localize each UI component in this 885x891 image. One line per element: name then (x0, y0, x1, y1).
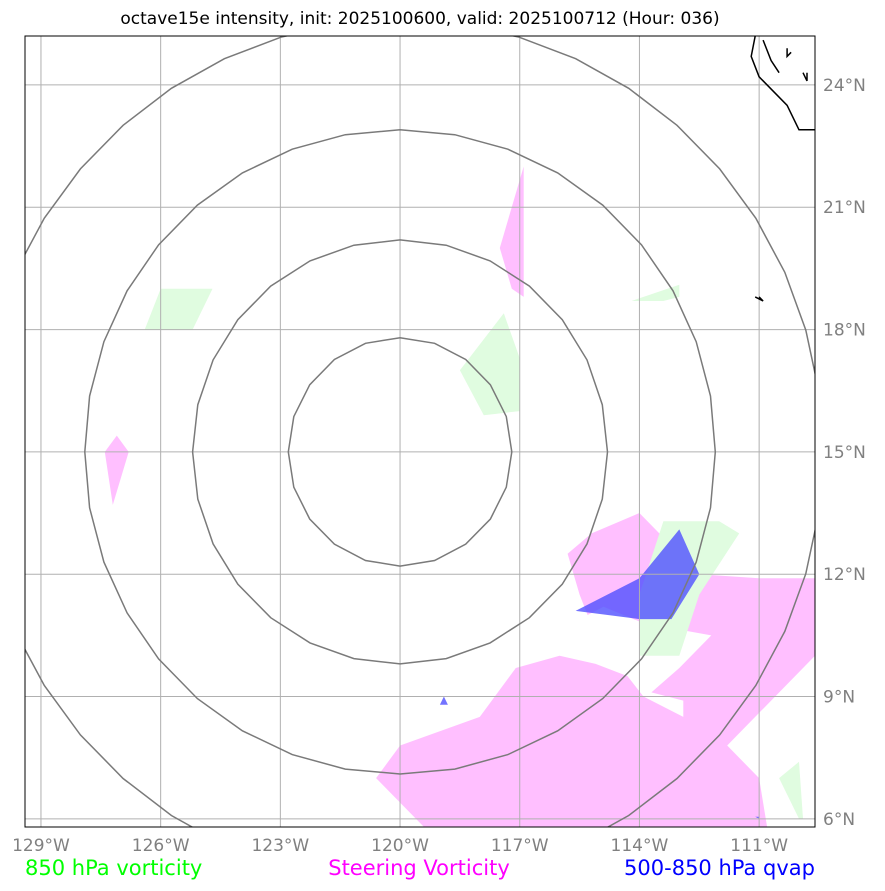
lat-tick-label: 24°N (823, 76, 866, 96)
500-850-hpa-qvap-area-1 (439, 696, 448, 705)
coastline-segment (762, 39, 780, 74)
gridlines (25, 36, 815, 827)
500-850-hpa-qvap-area-2 (755, 816, 760, 819)
steering-vorticity-area-0 (499, 166, 524, 297)
850-hpa-vorticity-area-0 (144, 288, 213, 330)
lat-tick-label: 9°N (823, 688, 855, 708)
steering-vorticity-area-1 (104, 435, 129, 505)
850-hpa-vorticity-area-2 (631, 284, 680, 301)
map-frame (24, 35, 816, 828)
lon-tick-label: 114°W (611, 836, 669, 856)
lon-tick-label: 126°W (132, 836, 190, 856)
lon-tick-label: 111°W (730, 836, 788, 856)
longitude-tick-labels: 129°W 126°W 123°W 120°W 117°W 114°W 111°W (12, 836, 788, 856)
lat-tick-label: 18°N (823, 321, 866, 341)
coastline-segment (750, 36, 815, 131)
range-ring-2 (191, 239, 609, 665)
lat-tick-label: 6°N (823, 810, 855, 830)
lat-tick-label: 15°N (823, 443, 866, 463)
range-ring-1 (287, 336, 513, 567)
coastline (750, 36, 815, 302)
coastline-segment (754, 296, 764, 302)
field-layers (104, 166, 815, 827)
legend-steering-vorticity: Steering Vorticity (328, 856, 510, 880)
legend-850hpa-vorticity: 850 hPa vorticity (25, 856, 202, 880)
map-area (25, 36, 815, 827)
latitude-tick-labels: 6°N 9°N 12°N 15°N 18°N 21°N 24°N (823, 76, 866, 830)
850-hpa-vorticity-area-4 (779, 761, 803, 819)
map-title: octave15e intensity, init: 2025100600, v… (120, 9, 719, 29)
range-rings (25, 36, 815, 827)
lon-tick-label: 120°W (371, 836, 429, 856)
range-ring-3 (84, 129, 717, 775)
range-ring-4 (25, 36, 815, 827)
lon-tick-label: 117°W (491, 836, 549, 856)
lat-tick-label: 12°N (823, 565, 866, 585)
850-hpa-vorticity-area-1 (459, 313, 520, 416)
coastline-segment (786, 48, 792, 59)
500-850-hpa-qvap-area-0 (575, 529, 700, 620)
coastline-segment (802, 72, 808, 82)
lat-tick-label: 21°N (823, 198, 866, 218)
steering-vorticity-area-2 (376, 513, 815, 827)
lon-tick-label: 129°W (12, 836, 70, 856)
lon-tick-label: 123°W (251, 836, 309, 856)
legend-qvap: 500-850 hPa qvap (624, 856, 815, 880)
